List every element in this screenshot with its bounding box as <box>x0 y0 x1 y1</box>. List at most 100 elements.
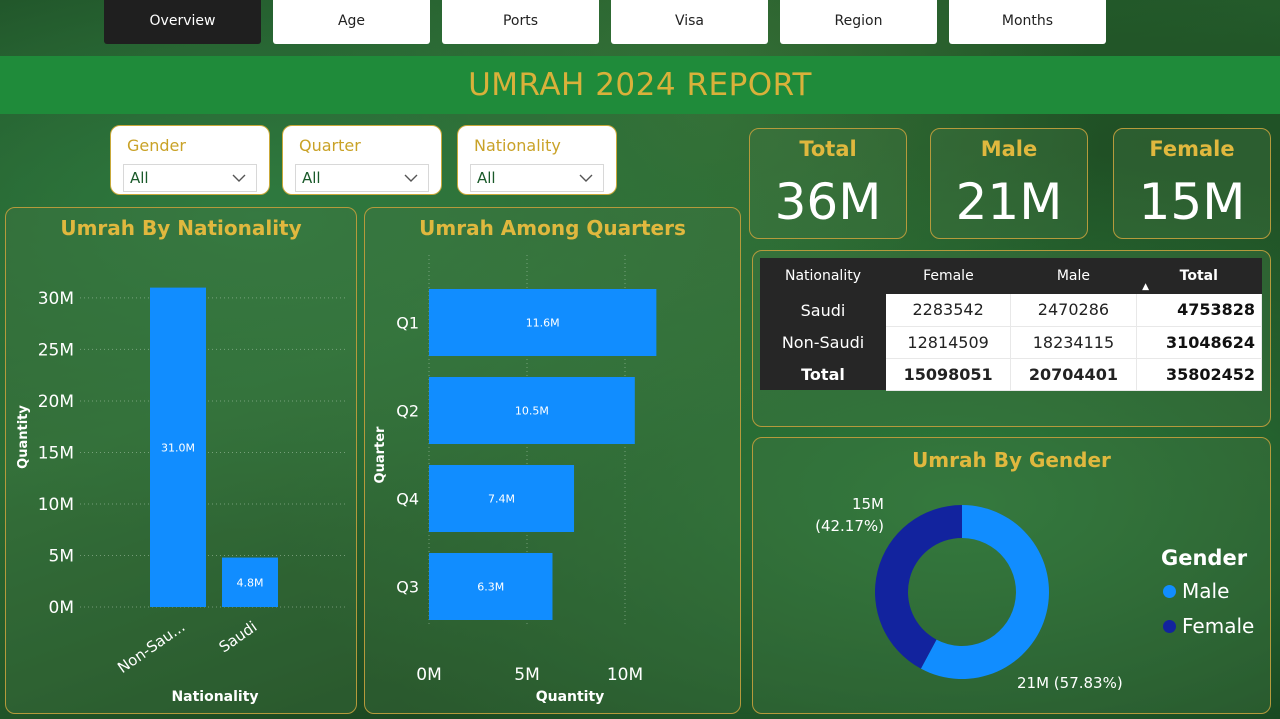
y-tick-label: 0M <box>49 598 74 618</box>
matrix-header-row: Nationality Female Male Total ▲ <box>760 258 1262 294</box>
kpi-total-label: Total <box>799 137 857 161</box>
bar <box>429 553 553 620</box>
matrix-header-female[interactable]: Female <box>886 258 1011 294</box>
chevron-down-icon <box>232 174 246 182</box>
x-tick-label: 10M <box>607 665 643 685</box>
matrix-cell-male: 18234115 <box>1010 326 1137 359</box>
y-tick-label: Q2 <box>396 402 419 421</box>
table-row: Non-Saudi 12814509 18234115 31048624 <box>760 326 1263 359</box>
nationality-chart-title: Umrah By Nationality <box>60 216 302 240</box>
matrix-header-total[interactable]: Total ▲ <box>1136 258 1262 294</box>
y-tick-label: 20M <box>38 392 74 412</box>
quarter-dropdown-value: All <box>302 169 321 187</box>
kpi-male-card: Male 21M <box>930 128 1088 239</box>
matrix-cell-male: 20704401 <box>1010 358 1137 391</box>
nationality-dropdown-value: All <box>477 169 496 187</box>
tab-visa[interactable]: Visa <box>611 0 768 44</box>
quarters-bar-chart: 0M 5M 10M 11.6M Q1 10.5M Q2 7.4M Q4 6.3M Q3 Quantit… <box>373 255 657 705</box>
x-tick-label: 5M <box>514 665 539 685</box>
x-tick-label: Non-Sau... <box>114 618 188 677</box>
y-tick-label: 15M <box>38 443 74 463</box>
bar <box>429 289 657 356</box>
slice-label-female-pct: (42.17%) <box>815 517 884 535</box>
nationality-dropdown[interactable]: All <box>470 164 604 192</box>
matrix-row-label: Non-Saudi <box>760 326 886 358</box>
gender-donut-chart: 21M (57.83%) 15M (42.17%) <box>815 495 1123 692</box>
slice-label-male: 21M (57.83%) <box>1017 674 1123 692</box>
y-tick-label: 5M <box>49 546 74 566</box>
kpi-female-value: 15M <box>1138 173 1246 231</box>
tab-region[interactable]: Region <box>780 0 937 44</box>
legend-item-female[interactable]: Female <box>1163 614 1254 638</box>
report-banner: UMRAH 2024 REPORT <box>0 56 1280 114</box>
bar-data-label: 7.4M <box>488 493 515 506</box>
x-tick-label: Saudi <box>216 618 261 657</box>
kpi-male-label: Male <box>980 137 1038 161</box>
x-axis-title: Nationality <box>171 689 258 705</box>
y-tick-label: Q1 <box>396 314 419 333</box>
tab-age[interactable]: Age <box>273 0 430 44</box>
bar <box>429 465 575 532</box>
report-title: UMRAH 2024 REPORT <box>468 67 812 103</box>
nationality-slicer-label: Nationality <box>474 136 561 155</box>
bar <box>429 377 635 444</box>
legend-female-label: Female <box>1182 614 1255 638</box>
y-tick-label: 10M <box>38 495 74 515</box>
nationality-slicer: Nationality All <box>457 125 617 195</box>
quarter-slicer: Quarter All <box>282 125 442 195</box>
kpi-total-card: Total 36M <box>749 128 907 239</box>
bar-data-label: 31.0M <box>161 441 195 454</box>
legend-female-marker <box>1163 619 1176 633</box>
y-tick-label: 25M <box>38 340 74 360</box>
matrix-cell-male: 2470286 <box>1010 294 1137 327</box>
bar-data-label: 11.6M <box>526 317 560 330</box>
chevron-down-icon <box>579 174 593 182</box>
gender-legend-title: Gender <box>1161 546 1248 570</box>
x-tick-label: 0M <box>416 665 441 685</box>
legend-male-marker <box>1163 584 1176 598</box>
gender-dropdown[interactable]: All <box>123 164 257 192</box>
y-axis-title: Quarter <box>373 426 388 484</box>
kpi-total-value: 36M <box>774 173 882 231</box>
nationality-bar-chart: 0M 5M 10M 15M 20M 25M 30M 31.0M Non-Sau... 4.8M Sa… <box>16 287 345 705</box>
bar <box>150 287 206 607</box>
matrix-row-label: Saudi <box>760 294 886 326</box>
matrix-cell-female: 2283542 <box>886 294 1012 327</box>
bar-data-label: 6.3M <box>477 581 504 594</box>
quarters-chart-title: Umrah Among Quarters <box>419 216 686 240</box>
matrix-cell-total: 35802452 <box>1136 358 1263 391</box>
gender-dropdown-value: All <box>130 169 149 187</box>
kpi-male-value: 21M <box>955 173 1063 231</box>
gender-chart-card: Umrah By Gender <box>752 437 1271 714</box>
matrix-cell-total: 31048624 <box>1136 326 1263 359</box>
chevron-down-icon <box>404 174 418 182</box>
gender-slicer-label: Gender <box>127 136 186 155</box>
table-row: Saudi 2283542 2470286 4753828 <box>760 294 1263 327</box>
matrix-cell-female: 12814509 <box>886 326 1012 359</box>
y-tick-label: Q3 <box>396 578 419 597</box>
y-axis-title: Quantity <box>16 405 31 469</box>
sort-ascending-icon: ▲ <box>1142 282 1150 292</box>
matrix-cell-total: 4753828 <box>1136 294 1263 327</box>
nationality-gender-matrix: Nationality Female Male Total ▲ Saudi 22… <box>760 258 1263 391</box>
tab-ports[interactable]: Ports <box>442 0 599 44</box>
matrix-cell-female: 15098051 <box>886 358 1012 391</box>
quarter-dropdown[interactable]: All <box>295 164 429 192</box>
matrix-header-male[interactable]: Male <box>1010 258 1137 294</box>
tab-overview[interactable]: Overview <box>104 0 261 44</box>
matrix-total-row: Total 15098051 20704401 35802452 <box>760 358 1263 391</box>
page-navigation-tabs: Overview Age Ports Visa Region Months <box>0 0 1280 48</box>
legend-item-male[interactable]: Male <box>1163 579 1229 603</box>
gender-slicer: Gender All <box>110 125 270 195</box>
kpi-female-label: Female <box>1149 137 1235 161</box>
tab-months[interactable]: Months <box>949 0 1106 44</box>
bar-data-label: 10.5M <box>515 405 549 418</box>
kpi-female-card: Female 15M <box>1113 128 1271 239</box>
y-tick-label: 30M <box>38 289 74 309</box>
donut-slice-male <box>920 505 1049 679</box>
y-tick-label: Q4 <box>396 490 419 509</box>
bar <box>222 557 278 607</box>
legend-male-label: Male <box>1182 579 1230 603</box>
matrix-header-nationality[interactable]: Nationality <box>760 258 886 294</box>
donut-slice-female <box>875 505 962 669</box>
